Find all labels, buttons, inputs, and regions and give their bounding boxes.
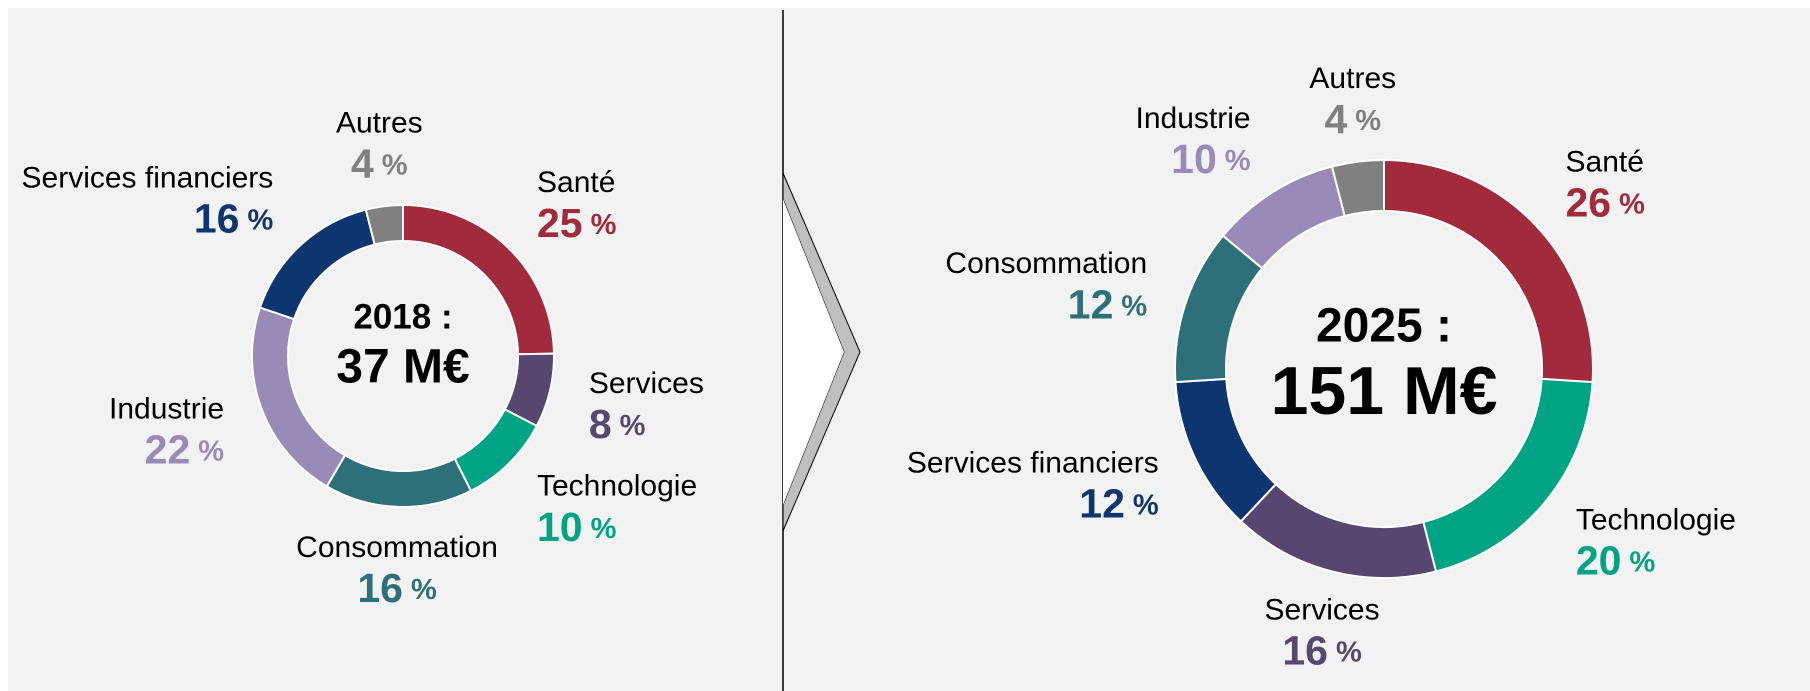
background bbox=[8, 8, 1810, 691]
category-label: Consommation bbox=[945, 247, 1147, 280]
value-label: 8% bbox=[589, 401, 646, 447]
value-label: 25% bbox=[537, 200, 617, 246]
category-label: Services financiers bbox=[907, 446, 1159, 479]
category-label: Industrie bbox=[1136, 102, 1251, 135]
value-label: 12% bbox=[1068, 281, 1148, 327]
unit: % bbox=[1355, 105, 1381, 137]
value-label: 16% bbox=[357, 565, 437, 611]
arrow-fill bbox=[783, 199, 844, 505]
category-label: Technologie bbox=[537, 470, 697, 503]
value: 10 bbox=[1171, 136, 1217, 182]
category-label: Consommation bbox=[296, 531, 498, 564]
category-label: Services bbox=[1265, 593, 1380, 626]
category-label: Autres bbox=[336, 107, 423, 140]
value-label: 10% bbox=[537, 504, 617, 550]
value: 25 bbox=[537, 200, 583, 246]
value: 16 bbox=[1282, 627, 1328, 673]
category-label: Services financiers bbox=[22, 162, 274, 195]
donut-segment bbox=[364, 203, 404, 246]
value-label: 12% bbox=[1079, 480, 1159, 526]
value-label: 4% bbox=[1324, 96, 1381, 142]
center-total: 37 M€ bbox=[336, 341, 469, 394]
center-total: 151 M€ bbox=[1271, 353, 1498, 429]
category-label: Industrie bbox=[109, 392, 224, 425]
unit: % bbox=[411, 574, 437, 606]
unit: % bbox=[591, 209, 617, 241]
donut-segment bbox=[1330, 158, 1385, 218]
value: 8 bbox=[589, 401, 612, 447]
value: 4 bbox=[1324, 96, 1347, 142]
value-label: 16% bbox=[1282, 627, 1362, 673]
value: 4 bbox=[351, 140, 374, 186]
value: 16 bbox=[357, 565, 403, 611]
category-label: Santé bbox=[1566, 145, 1644, 178]
value-label: 22% bbox=[145, 426, 225, 472]
value: 22 bbox=[145, 426, 191, 472]
unit: % bbox=[1225, 145, 1251, 177]
unit: % bbox=[382, 149, 408, 181]
unit: % bbox=[1336, 636, 1362, 668]
value-label: 10% bbox=[1171, 136, 1251, 182]
value: 26 bbox=[1566, 179, 1612, 225]
unit: % bbox=[1121, 290, 1147, 322]
value-label: 16% bbox=[194, 195, 274, 241]
unit: % bbox=[198, 435, 224, 467]
unit: % bbox=[1629, 546, 1655, 578]
category-label: Santé bbox=[537, 166, 615, 199]
center-title: 2018 : bbox=[353, 297, 452, 336]
value: 20 bbox=[1576, 538, 1622, 584]
unit: % bbox=[591, 512, 617, 544]
center-title: 2025 : bbox=[1316, 300, 1452, 353]
value: 12 bbox=[1079, 480, 1125, 526]
category-label: Technologie bbox=[1576, 504, 1736, 537]
value: 10 bbox=[537, 504, 583, 550]
value-label: 20% bbox=[1576, 538, 1656, 584]
unit: % bbox=[1619, 188, 1645, 220]
value: 12 bbox=[1068, 281, 1114, 327]
unit: % bbox=[620, 410, 646, 442]
category-label: Services bbox=[589, 367, 704, 400]
value: 16 bbox=[194, 195, 240, 241]
value-label: 4% bbox=[351, 140, 408, 186]
category-label: Autres bbox=[1309, 62, 1396, 95]
unit: % bbox=[1133, 489, 1159, 521]
unit: % bbox=[247, 204, 273, 236]
value-label: 26% bbox=[1566, 179, 1646, 225]
